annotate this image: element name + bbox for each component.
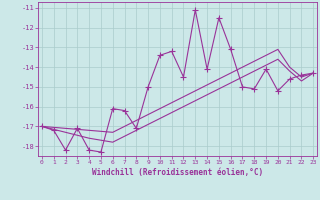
X-axis label: Windchill (Refroidissement éolien,°C): Windchill (Refroidissement éolien,°C) <box>92 168 263 177</box>
